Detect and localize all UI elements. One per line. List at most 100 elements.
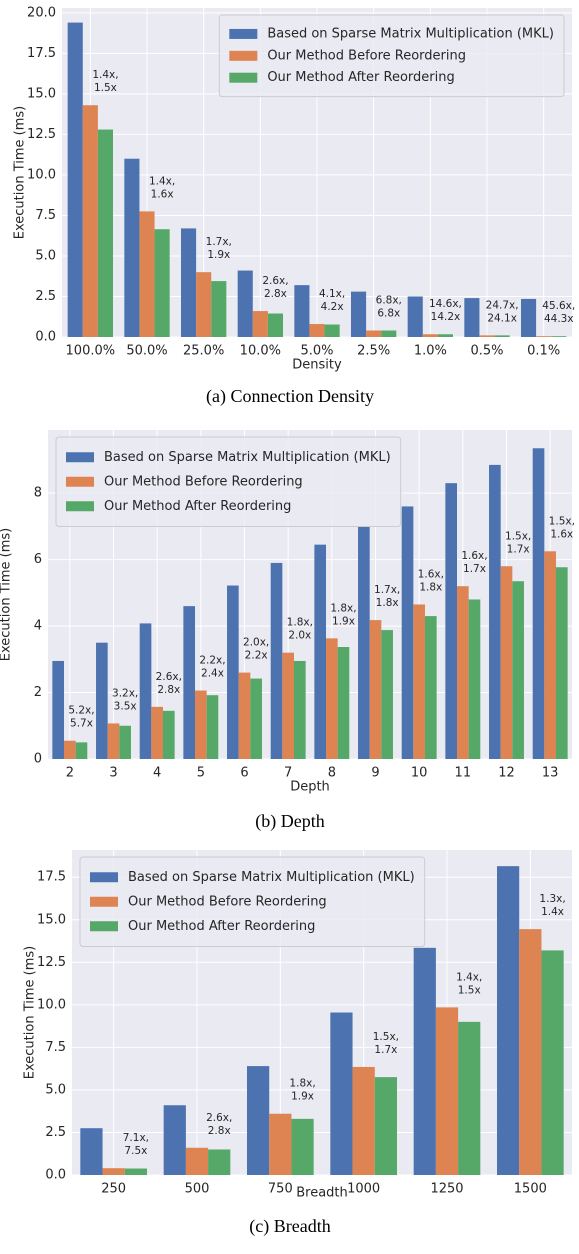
bar [96,642,108,759]
bar [237,270,253,337]
annotation: 44.3x [544,313,574,325]
annotation: 2.6x, [156,671,182,683]
bar [238,672,251,759]
bar [124,1168,147,1175]
bar [541,950,564,1175]
annotation: 1.6x, [461,550,487,562]
x-tick-label: 4 [153,766,161,781]
bar [309,324,325,337]
bar [544,551,556,759]
y-tick-label: 17.5 [27,46,56,61]
x-tick-label: 5 [197,766,205,781]
x-tick-label: 7 [284,766,292,781]
y-tick-label: 12.5 [37,955,66,970]
annotation: 2.6x, [206,1112,232,1124]
x-tick-label: 1.0% [414,344,447,359]
bar [512,581,524,759]
bar [374,1077,397,1175]
annotation: 1.5x, [373,1031,399,1043]
x-tick-label: 1250 [430,1182,463,1197]
annotation: 4.2x [321,301,344,313]
y-tick-label: 2 [34,685,42,700]
bar [489,464,501,759]
annotation: 1.8x [376,597,399,609]
caption: (b) Depth [255,811,324,832]
annotation: 6.8x [377,308,400,320]
bar [97,129,113,337]
y-tick-label: 10.0 [27,167,56,182]
y-tick-label: 0.0 [45,1168,66,1183]
bar [154,229,170,337]
bar [185,1147,209,1175]
annotation: 1.8x [419,581,442,593]
bar [227,585,239,759]
bar [358,526,370,759]
legend-label: Our Method After Reordering [104,499,291,514]
annotation: 1.4x [541,906,564,918]
y-tick-label: 2.5 [35,289,56,304]
x-tick-label: 13 [542,766,559,781]
bar [314,544,327,759]
bar [139,623,152,759]
bar [324,324,340,337]
x-tick-label: 1000 [347,1182,380,1197]
annotation: 1.6x, [418,568,444,580]
annotation: 24.1x [487,312,517,324]
annotation: 2.2x [245,650,268,662]
y-tick-label: 4 [34,619,42,634]
bar [369,620,382,759]
annotation: 5.7x [70,718,93,730]
x-tick-label: 750 [268,1182,293,1197]
annotation: 2.0x, [243,637,269,649]
annotation: 1.6x [151,188,174,200]
annotation: 1.5x [458,984,481,996]
y-tick-label: 8 [34,486,42,501]
y-tick-label: 17.5 [37,870,66,885]
annotation: 1.8x, [330,602,356,614]
y-tick-label: 2.5 [45,1125,66,1140]
annotation: 24.7x, [486,299,519,311]
bar [52,660,65,759]
bar [270,562,283,759]
legend-label: Our Method After Reordering [128,919,315,934]
annotation: 1.7x [507,543,530,555]
y-tick-label: 0.0 [35,330,56,345]
y-tick-label: 5.0 [45,1082,66,1097]
bar [422,334,438,337]
bar [413,604,425,759]
annotation: 2.4x [201,668,224,680]
bar [435,1007,459,1175]
annotation: 2.8x [208,1125,231,1137]
bar [247,1066,270,1175]
x-tick-label: 10.0% [240,344,281,359]
legend-label: Based on Sparse Matrix Multiplication (M… [267,26,554,41]
x-tick-label: 8 [328,766,336,781]
y-axis-label: Execution Time (ms) [0,528,14,661]
annotation: 1.8x, [289,1078,315,1090]
x-tick-label: 2 [66,766,74,781]
bar [494,335,510,337]
annotation: 1.5x [94,82,117,94]
bar [124,158,140,337]
legend-label: Our Method Before Reordering [267,48,466,63]
bar [162,710,175,759]
annotation: 1.9x [207,249,230,261]
bar [458,1021,481,1175]
annotation: 7.1x, [123,1132,149,1144]
x-tick-label: 0.5% [470,344,503,359]
annotation: 1.8x, [287,617,313,629]
bar [351,291,367,337]
annotation: 3.5x [114,700,137,712]
x-tick-label: 10 [411,766,428,781]
bar [551,336,567,337]
legend: Based on Sparse Matrix Multiplication (M… [79,856,426,947]
bar [468,599,481,759]
bar [291,1118,314,1175]
bar [196,272,212,337]
legend-swatch [66,476,94,487]
bar [195,690,207,759]
legend-label: Our Method After Reordering [267,70,454,85]
bar [352,1066,375,1175]
x-tick-label: 11 [455,766,472,781]
bar [294,285,310,337]
